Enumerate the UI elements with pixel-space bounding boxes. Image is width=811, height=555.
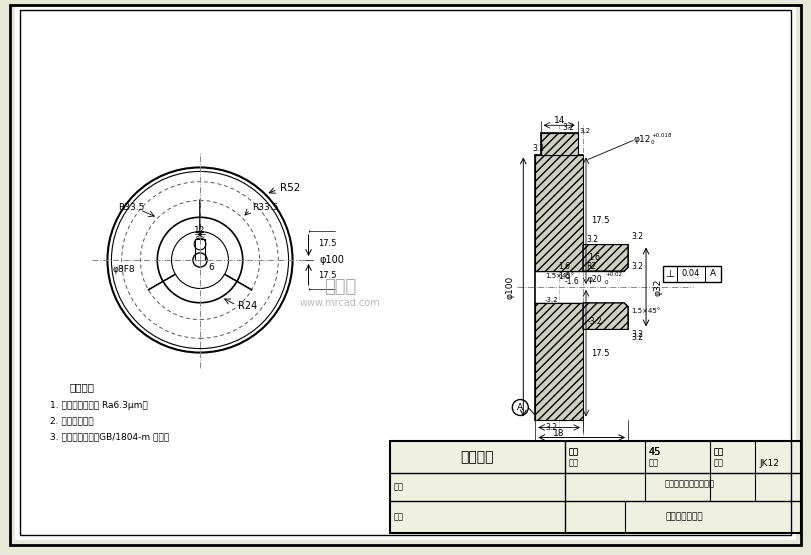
Text: 图号: 图号 (714, 458, 724, 468)
Text: 3.2: 3.2 (545, 423, 557, 432)
Text: -3.2: -3.2 (588, 317, 603, 326)
Text: 17.5: 17.5 (319, 240, 337, 249)
Text: 17.5: 17.5 (591, 349, 610, 358)
Text: www.mrcad.com: www.mrcad.com (300, 298, 380, 308)
Text: -3.2: -3.2 (545, 297, 559, 303)
Text: 45: 45 (649, 447, 662, 457)
Text: 2. 锐边去毛刺；: 2. 锐边去毛刺； (50, 416, 93, 426)
Text: 沐风网: 沐风网 (324, 278, 356, 296)
Text: 6: 6 (208, 264, 214, 273)
Text: 0: 0 (605, 280, 608, 285)
Text: 3.2: 3.2 (580, 128, 591, 134)
Text: R52: R52 (280, 183, 300, 193)
Polygon shape (535, 154, 583, 271)
Text: φ100: φ100 (506, 275, 515, 299)
Text: -1.6: -1.6 (565, 278, 580, 286)
Text: 45: 45 (649, 447, 662, 457)
Bar (390, 441, 801, 533)
Text: 机械制造工程系: 机械制造工程系 (665, 512, 702, 521)
Text: 1.6: 1.6 (558, 271, 570, 281)
Text: 3.2: 3.2 (532, 144, 544, 153)
Text: 长沙航空职业技术学院: 长沙航空职业技术学院 (665, 480, 715, 488)
Polygon shape (541, 133, 577, 154)
Text: φ8F8: φ8F8 (113, 265, 135, 275)
Text: 审核: 审核 (394, 512, 404, 521)
Text: 18: 18 (553, 429, 565, 438)
Text: 平面凸轮: 平面凸轮 (461, 450, 494, 464)
Text: R2: R2 (586, 261, 596, 271)
Text: A: A (710, 270, 716, 279)
Text: 1. 未注表面粗糙度 Ra6.3μm；: 1. 未注表面粗糙度 Ra6.3μm； (50, 401, 148, 410)
Text: +0.02: +0.02 (605, 273, 622, 278)
Text: φ32: φ32 (654, 278, 663, 296)
Text: 3.2: 3.2 (631, 261, 643, 271)
Text: 1.6: 1.6 (588, 253, 600, 262)
Text: R33.5: R33.5 (118, 203, 144, 212)
Text: JK12: JK12 (759, 458, 779, 468)
Polygon shape (535, 303, 583, 420)
Text: 0.04: 0.04 (682, 270, 700, 279)
Text: φ12: φ12 (633, 135, 650, 144)
Text: 1.5×45°: 1.5×45° (545, 273, 574, 279)
Text: R24: R24 (238, 301, 258, 311)
Polygon shape (583, 245, 628, 271)
Text: 中批: 中批 (649, 458, 659, 468)
Text: 3.2: 3.2 (562, 123, 574, 132)
Text: 数量: 数量 (569, 458, 579, 468)
Text: 材料: 材料 (569, 447, 579, 457)
Text: 3.2: 3.2 (631, 330, 643, 339)
Text: 35: 35 (576, 440, 587, 449)
Text: 1.5×45°: 1.5×45° (631, 308, 660, 314)
Text: 14: 14 (553, 116, 564, 125)
Text: 17.5: 17.5 (319, 271, 337, 280)
Text: 17.5: 17.5 (591, 216, 610, 225)
Text: 0: 0 (651, 140, 654, 145)
Text: φ100: φ100 (320, 255, 345, 265)
Text: ⊥: ⊥ (666, 269, 675, 279)
Text: 技术要求: 技术要求 (70, 382, 95, 392)
Text: 3.2: 3.2 (631, 232, 643, 241)
Text: +0.018: +0.018 (651, 133, 672, 138)
Text: A: A (517, 403, 523, 412)
Text: 3. 未注尺寸公差按GB/1804-m 处理。: 3. 未注尺寸公差按GB/1804-m 处理。 (50, 432, 169, 441)
Text: 3.2: 3.2 (586, 235, 598, 244)
Polygon shape (583, 303, 628, 330)
Text: 12: 12 (195, 226, 206, 235)
Text: 比例: 比例 (714, 447, 724, 457)
Text: 比例: 比例 (714, 447, 724, 457)
Text: φ20: φ20 (588, 275, 603, 284)
Bar (663, 266, 721, 282)
Text: R33.5: R33.5 (252, 203, 279, 212)
Text: 比例: 比例 (569, 447, 579, 457)
Text: 制图: 制图 (394, 482, 404, 492)
Text: 3.2: 3.2 (631, 333, 643, 342)
Text: 1.6: 1.6 (558, 261, 570, 271)
